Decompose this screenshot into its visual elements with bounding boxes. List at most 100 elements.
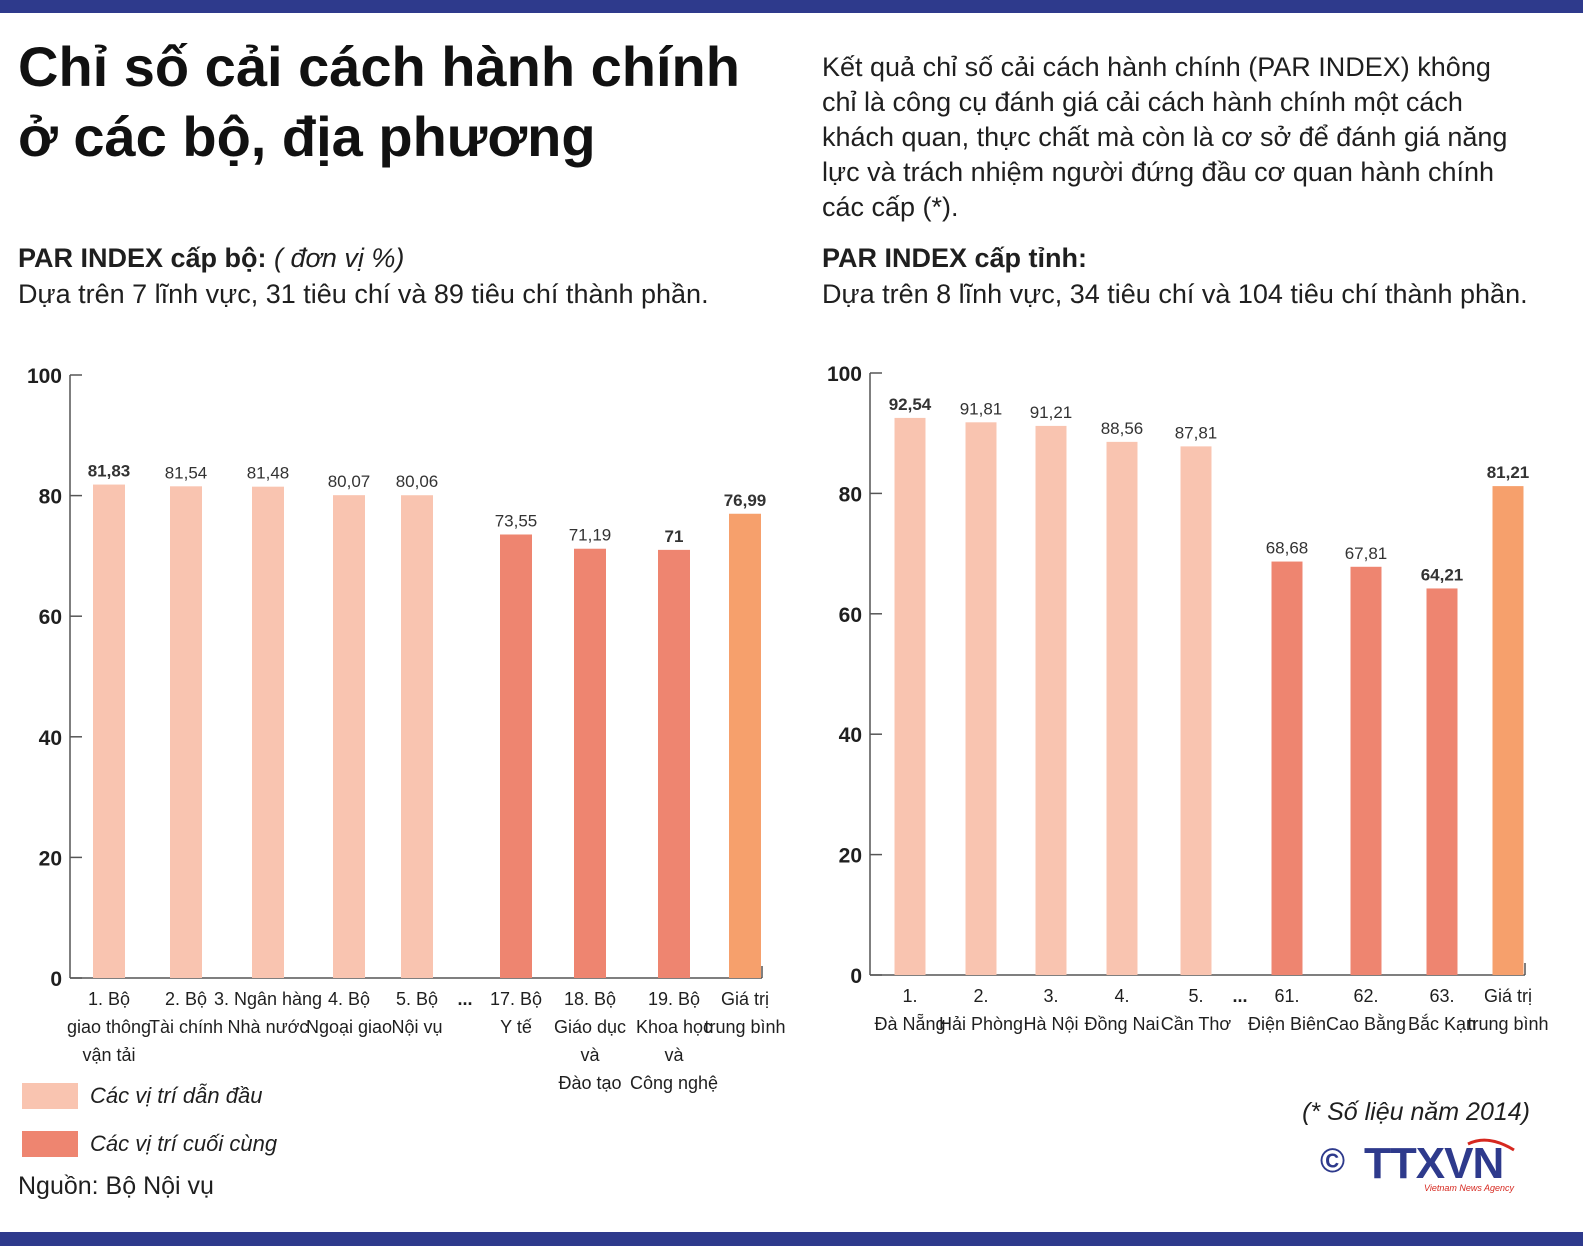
province-category-label: 1. Đà Nẵng <box>874 986 945 1034</box>
left-heading-text: PAR INDEX cấp bộ: <box>18 243 267 273</box>
ministry-bar-chart: 0 20 40 60 80 100 81,83 1. Bộ giao thông vận tải 8… <box>27 365 786 1093</box>
ministry-value-label: 81,54 <box>165 463 208 482</box>
year-footnote: (* Số liệu năm 2014) <box>1302 1098 1530 1126</box>
ministry-category-label: Giá trị trung bình <box>704 989 785 1037</box>
right-heading-text: PAR INDEX cấp tỉnh: <box>822 243 1088 273</box>
ttxvn-logo: © TTXVN Vietnam News Agency <box>1320 1138 1515 1193</box>
ministry-category-line: Đào tạo <box>558 1073 621 1093</box>
ministry-bar <box>500 534 532 978</box>
ministry-category-line: Nội vụ <box>391 1017 442 1037</box>
ministry-category-line: 18. Bộ <box>564 989 616 1009</box>
province-category-line: 62. <box>1353 986 1378 1006</box>
ministry-category-label: 4. Bộ Ngoại giao <box>306 989 392 1037</box>
province-bar <box>1180 446 1212 975</box>
province-bar <box>1350 566 1382 975</box>
province-category-line: 5. <box>1188 986 1203 1006</box>
province-category-line: Cần Thơ <box>1161 1014 1232 1034</box>
ministry-category-line: 2. Bộ <box>165 989 207 1009</box>
ministry-bar <box>252 486 284 978</box>
ministry-y-tick-label: 100 <box>27 365 62 388</box>
province-value-label: 88,56 <box>1101 419 1144 438</box>
top-frame-bar <box>0 0 1583 13</box>
province-value-label: 91,81 <box>960 399 1003 418</box>
ministry-category-line: vận tải <box>82 1045 135 1065</box>
ministry-y-tick-label: 80 <box>39 486 62 509</box>
province-y-tick-label: 20 <box>839 845 862 868</box>
ministry-value-label: 80,06 <box>396 472 439 491</box>
province-category-line: Giá trị <box>1484 986 1532 1006</box>
province-category-line: 61. <box>1274 986 1299 1006</box>
province-value-label: 81,21 <box>1487 463 1530 482</box>
ministry-bar <box>401 495 433 978</box>
ministry-category-label: 3. Ngân hàng Nhà nước <box>214 989 322 1037</box>
ministry-category-line: 4. Bộ <box>328 989 370 1009</box>
province-category-line: 63. <box>1429 986 1454 1006</box>
left-chart-description: Dựa trên 7 lĩnh vực, 31 tiêu chí và 89 t… <box>18 279 709 309</box>
province-value-label: 91,21 <box>1030 403 1073 422</box>
ministry-category-label: 5. Bộ Nội vụ <box>391 989 442 1037</box>
province-category-line: 3. <box>1043 986 1058 1006</box>
province-category-line: Đồng Nai <box>1084 1014 1159 1034</box>
legend-label-last: Các vị trí cuối cùng <box>90 1131 278 1156</box>
title-line-2: ở các bộ, địa phương <box>18 105 596 168</box>
title-line-1: Chỉ số cải cách hành chính <box>18 35 740 98</box>
province-value-label: 92,54 <box>889 395 932 414</box>
ministry-category-line: Ngoại giao <box>306 1017 392 1037</box>
intro-text: Kết quả chỉ số cải cách hành chính (PAR … <box>822 52 1508 222</box>
ministry-category-line: 1. Bộ <box>88 989 130 1009</box>
ministry-y-tick-label: 0 <box>50 968 62 991</box>
province-y-tick-label: 60 <box>839 604 862 627</box>
province-y-tick-label: 40 <box>839 724 862 747</box>
bottom-frame-bar <box>0 1232 1583 1246</box>
ministry-category-line: Giáo dục <box>554 1017 626 1037</box>
province-category-label: 5. Cần Thơ <box>1161 986 1232 1034</box>
legend-swatch-last <box>22 1131 78 1157</box>
province-category-line: trung bình <box>1467 1014 1548 1034</box>
province-gap-marker: ... <box>1232 986 1247 1006</box>
ministry-bar <box>93 484 125 978</box>
ministry-y-tick-label: 40 <box>39 727 62 750</box>
ministry-y-tick-label: 60 <box>39 606 62 629</box>
province-category-line: Đà Nẵng <box>874 1014 945 1034</box>
ministry-category-line: Công nghệ <box>630 1073 718 1093</box>
province-category-label: 63. Bắc Kạn <box>1408 986 1476 1034</box>
province-bar <box>1426 588 1458 975</box>
ministry-bar <box>658 549 690 978</box>
province-bar <box>1106 441 1138 976</box>
ministry-category-line: Giá trị <box>721 989 769 1009</box>
page-title: Chỉ số cải cách hành chính ở các bộ, địa… <box>18 32 758 172</box>
logo-tagline: Vietnam News Agency <box>1424 1183 1515 1193</box>
legend: Các vị trí dẫn đầu Các vị trí cuối cùng <box>22 1072 277 1168</box>
logo-swoosh <box>1467 1138 1515 1152</box>
province-bar <box>1492 486 1524 975</box>
source-note: Nguồn: Bộ Nội vụ <box>18 1172 214 1200</box>
ministry-category-line: 3. Ngân hàng <box>214 989 322 1009</box>
province-y-tick-label: 0 <box>850 965 862 988</box>
ministry-value-label: 81,83 <box>88 462 131 481</box>
ministry-bar <box>333 495 365 978</box>
province-category-line: Điện Biên <box>1248 1014 1326 1034</box>
province-category-label: 61. Điện Biên <box>1248 986 1326 1034</box>
logo-brand-text: TTXVN <box>1364 1139 1503 1188</box>
ministry-category-label: 2. Bộ Tài chính <box>149 989 223 1037</box>
ministry-category-line: Nhà nước <box>228 1017 309 1037</box>
province-category-label: 4. Đồng Nai <box>1084 986 1159 1034</box>
ministry-category-line: 17. Bộ <box>490 989 542 1009</box>
province-category-line: Cao Bằng <box>1326 1013 1406 1034</box>
province-category-label: 2. Hải Phòng <box>939 986 1023 1034</box>
ministry-value-label: 76,99 <box>724 491 767 510</box>
ministry-bar <box>574 548 606 978</box>
ministry-value-label: 73,55 <box>495 511 538 530</box>
ministry-category-label: 1. Bộ giao thông vận tải <box>67 989 151 1065</box>
ministry-category-line: trung bình <box>704 1017 785 1037</box>
province-category-line: Hải Phòng <box>939 1014 1023 1034</box>
ministry-category-line: Tài chính <box>149 1017 223 1037</box>
province-bar <box>894 417 926 976</box>
ministry-y-tick-label: 20 <box>39 847 62 870</box>
province-bar <box>1035 425 1067 976</box>
ministry-category-line: 5. Bộ <box>396 989 438 1009</box>
province-bar <box>965 422 997 975</box>
ministry-category-line: giao thông <box>67 1017 151 1037</box>
legend-item-last: Các vị trí cuối cùng <box>22 1120 277 1168</box>
ministry-category-line: Khoa học <box>636 1017 712 1037</box>
